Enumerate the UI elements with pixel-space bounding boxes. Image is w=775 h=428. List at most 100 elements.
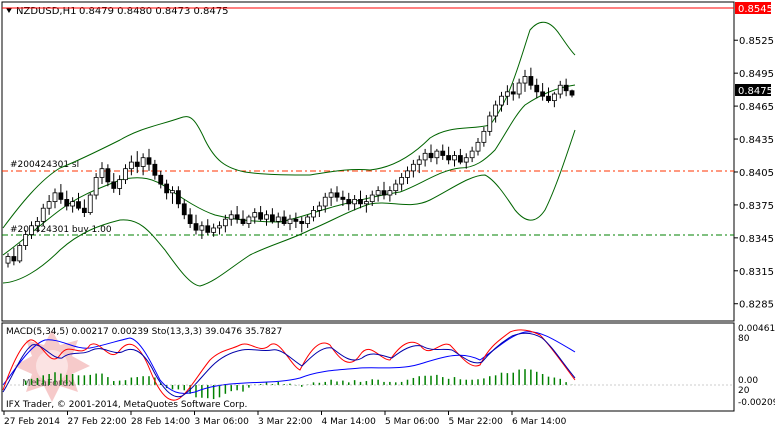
price-axis[interactable]: 0.8525 0.8495 0.8465 0.8435 0.8405 0.8375 0.83… (734, 36, 774, 311)
candle-body (352, 199, 358, 205)
candle-body (528, 76, 534, 86)
price-tick-label: 0.8285 (739, 300, 774, 311)
indicator-title: MACD(5,34,5) 0.00217 0.00239 Sto(13,3,3)… (6, 327, 282, 337)
candle-body (158, 174, 164, 185)
candle-body (246, 216, 252, 224)
candle-body (546, 95, 551, 102)
candle-body (493, 104, 499, 117)
indicator-scale-label: 0.00461 (738, 324, 775, 334)
candle-body (252, 212, 258, 218)
candle-body (475, 141, 481, 152)
current-price: 0.8475 (738, 86, 773, 97)
ohlc-values: 0.8479 0.8480 0.8473 0.8475 (79, 6, 229, 17)
candle-body (369, 194, 375, 203)
price-tick-label: 0.8405 (739, 168, 774, 179)
candle-body (387, 190, 393, 196)
candle-body (563, 84, 569, 92)
candle-body (516, 82, 522, 95)
candle-body (305, 216, 311, 224)
candle-body (281, 216, 287, 224)
candle-body (393, 183, 399, 192)
candle-body (499, 95, 504, 106)
candle-body (93, 177, 99, 196)
oscillator-lines (2, 329, 576, 401)
candle-body (140, 157, 146, 167)
candle-body (117, 179, 123, 189)
dropdown-triangle-icon[interactable] (6, 8, 12, 13)
candle-body (481, 130, 487, 143)
candle-body (399, 177, 405, 185)
time-tick-label: 3 Mar 22:00 (258, 417, 313, 427)
candle-body (240, 218, 246, 224)
indicator-scale-label: 80 (738, 334, 750, 344)
candle-body (64, 199, 70, 207)
macd-histogram (24, 369, 573, 400)
candle-body (205, 225, 211, 233)
copyright-text: IFX Trader, © 2001-2014, MetaQuotes Soft… (6, 400, 247, 410)
candle-body (405, 170, 410, 178)
candle-body (269, 214, 275, 222)
candle-body (52, 192, 58, 203)
price-tick-label: 0.8495 (739, 69, 774, 80)
candle-body (316, 205, 322, 211)
candlestick-series (5, 67, 575, 268)
time-tick-label: 5 Mar 22:00 (449, 417, 504, 427)
candle-body (99, 168, 105, 178)
price-tick-label: 0.8465 (739, 102, 774, 113)
candle-body (340, 196, 346, 200)
candle-body (557, 84, 563, 95)
candle-body (81, 207, 87, 214)
price-tick-label: 0.8525 (739, 36, 774, 47)
candle-body (187, 214, 193, 224)
candle-body (534, 84, 540, 93)
price-panel[interactable] (1, 1, 735, 322)
candle-body (428, 152, 434, 159)
candle-body (170, 190, 175, 194)
candle-body (416, 159, 422, 165)
candle-body (217, 225, 222, 229)
indicator-scale-label: -0.00209 (738, 398, 775, 408)
time-tick-label: 3 Mar 06:00 (195, 417, 250, 427)
time-axis[interactable]: 27 Feb 2014 27 Feb 22:00 28 Feb 14:00 3 Mar… (3, 411, 567, 427)
indicator-scale-label: 0.00 (738, 376, 758, 386)
candle-body (34, 220, 40, 227)
candle-body (46, 201, 52, 209)
candle-body (463, 157, 469, 163)
price-tick-label: 0.8435 (739, 135, 774, 146)
candle-body (299, 220, 305, 224)
candle-body (70, 201, 76, 207)
indicator-panel[interactable] (1, 322, 735, 412)
candle-body (17, 245, 23, 262)
candle-body (522, 76, 528, 84)
candle-body (123, 168, 128, 181)
candle-body (446, 155, 452, 161)
candle-body (452, 155, 457, 161)
candle-body (87, 194, 93, 214)
candle-body (40, 207, 46, 222)
candle-body (76, 201, 81, 209)
candle-body (334, 192, 340, 198)
candle-body (29, 225, 34, 235)
time-tick-label: 5 Mar 06:00 (385, 417, 440, 427)
time-tick-label: 4 Mar 14:00 (322, 417, 377, 427)
candle-body (111, 181, 117, 189)
candle-body (358, 199, 363, 205)
candle-body (175, 190, 181, 205)
candle-body (258, 212, 264, 220)
watermark-text: MetaForex (22, 378, 74, 389)
buy-order-label: #200424301 buy 1.00 (10, 225, 112, 235)
candle-body (275, 216, 281, 222)
time-tick-label: 28 Feb 14:00 (131, 417, 190, 427)
red-level-price-box (735, 2, 771, 14)
candle-body (134, 161, 140, 167)
candle-body (23, 234, 29, 246)
candle-body (193, 223, 199, 231)
candle-body (381, 190, 387, 196)
candle-body (540, 91, 546, 97)
candle-body (322, 196, 328, 207)
candle-body (504, 91, 510, 97)
candle-body (11, 256, 17, 262)
